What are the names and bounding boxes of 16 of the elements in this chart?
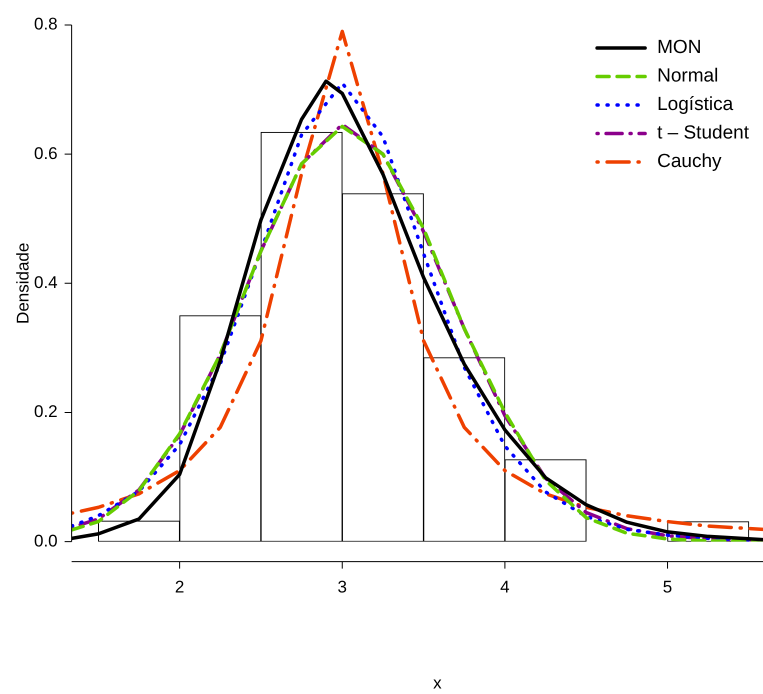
x-tick-label: 5 (662, 577, 672, 596)
legend-label: t – Student (657, 122, 750, 144)
legend-label: Normal (657, 66, 718, 87)
y-tick-label: 0.0 (34, 531, 58, 550)
legend-label: MON (657, 37, 702, 58)
x-tick-label: 4 (500, 577, 510, 596)
x-axis-title: x (433, 674, 442, 693)
y-tick-label: 0.8 (34, 14, 58, 34)
y-axis-title: Densidade (14, 242, 33, 324)
x-tick-label: 3 (338, 577, 347, 596)
legend-label: Cauchy (657, 151, 722, 172)
y-tick-label: 0.4 (34, 272, 58, 292)
legend-label: Logística (657, 94, 734, 116)
x-tick-label: 2 (174, 577, 184, 596)
y-tick-label: 0.2 (34, 402, 58, 422)
y-tick-label: 0.6 (34, 144, 58, 163)
